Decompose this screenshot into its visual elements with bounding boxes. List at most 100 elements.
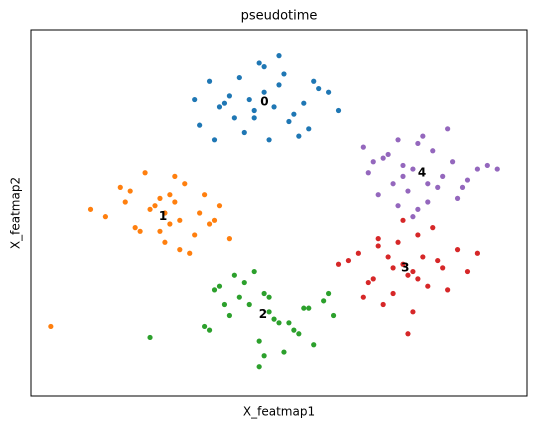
- point: [216, 203, 223, 209]
- cluster-label: 2: [259, 307, 267, 321]
- point: [415, 140, 421, 147]
- point: [261, 290, 267, 297]
- point: [425, 181, 431, 187]
- point: [360, 144, 366, 150]
- point: [127, 188, 133, 194]
- point: [251, 115, 257, 121]
- y-axis-label: X_featmap2: [9, 177, 23, 249]
- point: [216, 283, 223, 289]
- point: [117, 184, 123, 190]
- point: [132, 225, 138, 231]
- point: [405, 331, 411, 337]
- point: [464, 177, 471, 183]
- point: [365, 279, 371, 286]
- point: [187, 250, 193, 256]
- point: [256, 364, 262, 370]
- point: [410, 166, 416, 172]
- point: [321, 298, 327, 304]
- point: [405, 188, 411, 194]
- point: [147, 334, 153, 341]
- point: [192, 96, 198, 103]
- point: [286, 118, 292, 125]
- point: [370, 159, 376, 165]
- point: [385, 254, 391, 260]
- point: [425, 199, 431, 205]
- point: [87, 206, 94, 212]
- cluster-label: 3: [401, 261, 409, 275]
- plot-frame: [30, 29, 528, 397]
- point: [400, 162, 406, 169]
- point: [177, 247, 183, 253]
- point: [375, 243, 381, 249]
- point: [206, 327, 213, 333]
- point: [326, 290, 332, 297]
- point: [330, 312, 337, 319]
- point: [231, 115, 237, 121]
- point: [167, 221, 173, 227]
- cluster-label: 0: [260, 95, 268, 109]
- point: [301, 305, 307, 311]
- point: [420, 254, 426, 260]
- point: [435, 184, 441, 190]
- point: [355, 250, 361, 256]
- point: [162, 210, 168, 216]
- point: [142, 170, 148, 176]
- point: [211, 287, 218, 293]
- point: [345, 257, 352, 264]
- point: [395, 203, 401, 209]
- point: [395, 137, 401, 143]
- point: [172, 199, 178, 205]
- point: [454, 247, 461, 253]
- point: [415, 232, 421, 238]
- point: [291, 327, 297, 333]
- point: [226, 312, 232, 319]
- point: [167, 192, 173, 198]
- point: [410, 214, 416, 220]
- point: [48, 323, 54, 330]
- point: [271, 104, 277, 110]
- point: [326, 89, 332, 95]
- point: [360, 294, 366, 300]
- point: [316, 85, 322, 92]
- point: [454, 195, 461, 201]
- point: [306, 126, 312, 132]
- point: [281, 349, 287, 355]
- point: [335, 107, 342, 114]
- point: [306, 305, 312, 311]
- point: [296, 133, 302, 139]
- chart-title: pseudotime: [241, 9, 318, 24]
- point: [400, 261, 406, 267]
- point: [266, 294, 272, 300]
- point: [335, 261, 342, 267]
- point: [400, 173, 406, 179]
- point: [211, 217, 218, 223]
- point: [286, 320, 292, 326]
- point: [241, 129, 247, 136]
- point: [202, 192, 208, 198]
- point: [241, 279, 247, 286]
- point: [251, 107, 257, 114]
- point: [450, 159, 456, 165]
- point: [152, 203, 158, 209]
- point: [425, 283, 431, 289]
- point: [137, 228, 143, 234]
- point: [246, 301, 252, 308]
- point: [415, 206, 421, 212]
- point: [157, 228, 163, 234]
- point: [311, 78, 317, 84]
- point: [251, 268, 257, 275]
- point: [405, 272, 411, 278]
- cluster-label: 1: [159, 209, 167, 223]
- point: [435, 257, 441, 264]
- point: [370, 276, 376, 282]
- point: [206, 78, 213, 84]
- point: [236, 294, 242, 300]
- point: [430, 225, 436, 231]
- point: [261, 64, 267, 70]
- point: [420, 133, 426, 139]
- point: [102, 214, 108, 220]
- point: [440, 265, 446, 271]
- point: [162, 239, 168, 245]
- point: [375, 236, 381, 242]
- point: [226, 93, 232, 99]
